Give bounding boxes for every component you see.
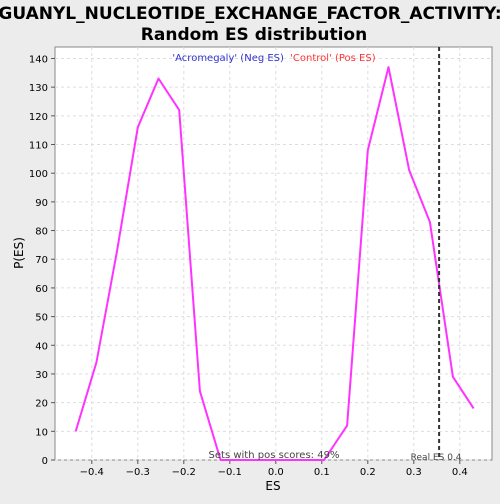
y-tick-label: 110 [29,141,48,152]
legend-neg-label: 'Acromegaly' (Neg ES) [172,53,284,64]
x-tick-label: 0.3 [406,467,422,478]
x-axis-label: ES [265,479,280,493]
legend: 'Acromegaly' (Neg ES) 'Control' (Pos ES) [172,53,375,64]
x-tick-label: 0.4 [452,467,468,478]
real-es-label: Real ES 0.4 [411,453,462,463]
y-tick-label: 20 [35,399,48,410]
y-axis-label: P(ES) [12,237,26,269]
y-tick-label: 40 [35,341,48,352]
grid [55,47,492,461]
y-tick-label: 10 [35,427,48,438]
y-tick-label: 140 [29,54,48,65]
y-tick-label: 60 [35,284,48,295]
x-tick-label: 0.0 [268,467,284,478]
series-layer [74,66,475,461]
plot-area [54,46,493,461]
x-tick-label: −0.4 [80,467,104,478]
es-distribution-line [74,66,475,461]
y-tick-label: 30 [35,370,48,381]
y-tick-label: 50 [35,313,48,324]
chart-title-line1: GUANYL_NUCLEOTIDE_EXCHANGE_FACTOR_ACTIVI… [0,4,500,24]
y-tick-label: 100 [29,169,48,180]
x-tick-label: −0.1 [218,467,242,478]
x-tick-label: 0.2 [360,467,376,478]
y-tick-label: 80 [35,227,48,238]
chart-title-line2: Random ES distribution [141,25,367,45]
legend-pos-label: 'Control' (Pos ES) [290,53,376,64]
y-tick-label: 70 [35,255,48,266]
x-tick-label: −0.3 [126,467,150,478]
y-tick-label: 120 [29,112,48,123]
x-tick-label: 0.1 [314,467,330,478]
y-tick-label: 90 [35,198,48,209]
axes: 0 10 20 30 40 50 60 70 80 90 100 110 120 130 140 −0.4 −0… [29,54,468,478]
y-tick-label: 0 [42,456,48,467]
x-tick-label: −0.2 [172,467,196,478]
y-tick-label: 130 [29,83,48,94]
pos-score-annotation: Sets with pos scores: 49% [209,450,340,461]
